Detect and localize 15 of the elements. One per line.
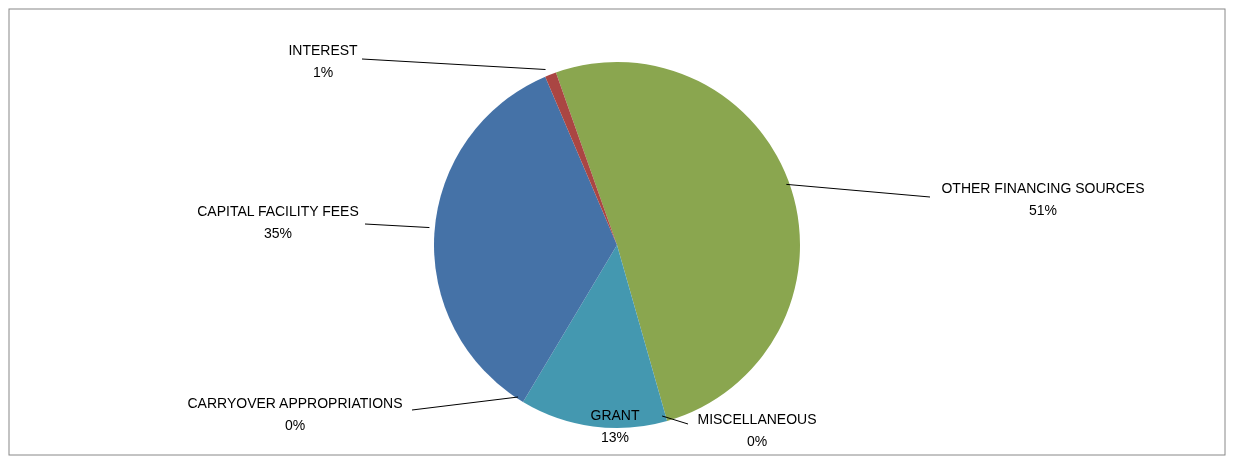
data-label: 13%	[600, 429, 630, 445]
text: 0%	[746, 433, 768, 449]
data-label: 51%	[1028, 202, 1058, 218]
slice-label: CAPITAL FACILITY FEES	[197, 203, 359, 219]
data-label: 35%	[263, 225, 293, 241]
pie-slice	[434, 76, 617, 403]
text: 0%	[284, 417, 306, 433]
pie-slice	[545, 72, 617, 245]
slice-label: INTEREST	[288, 42, 359, 58]
data-label: 1%	[312, 64, 334, 80]
legend-label: MISCELLANEOUS	[697, 411, 817, 427]
slice-label: OTHER FINANCING SOURCES	[941, 180, 1145, 196]
pie-slice	[523, 245, 668, 428]
slice-label: GRANT	[590, 407, 640, 423]
category-label: CARRYOVER APPROPRIATIONS	[187, 395, 403, 411]
